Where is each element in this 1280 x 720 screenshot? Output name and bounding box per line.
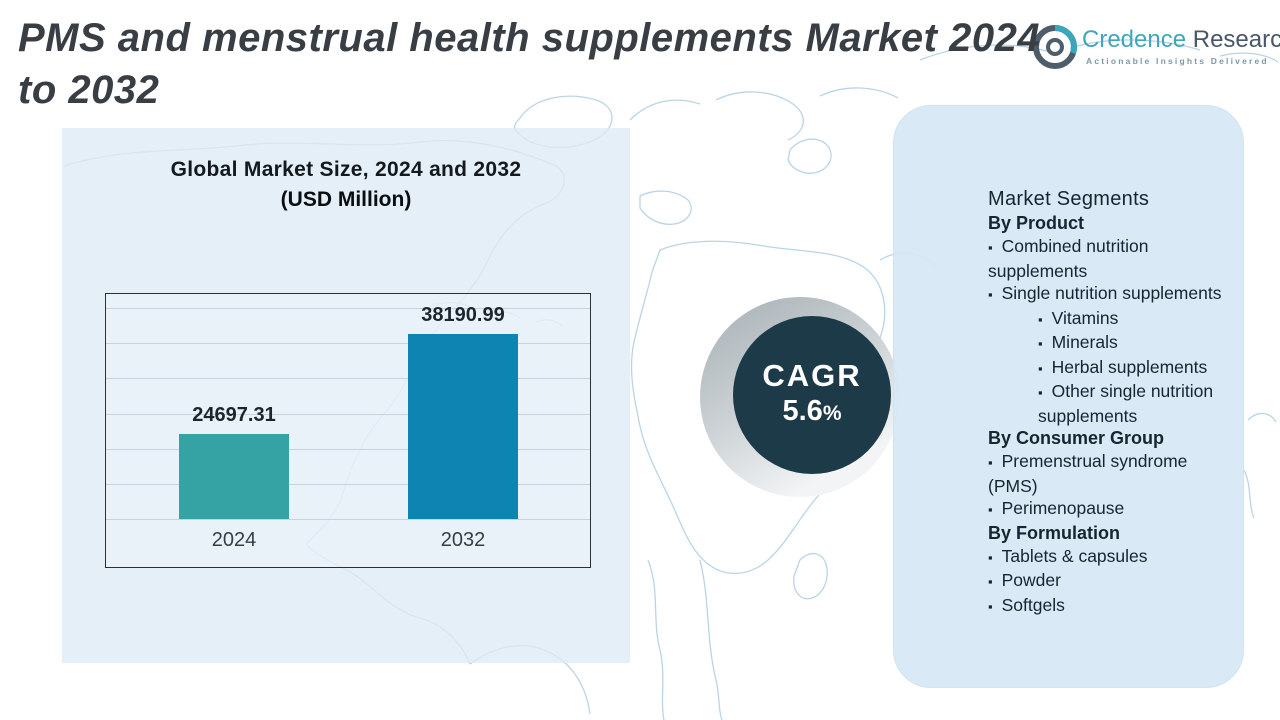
segment-group-title: By Consumer Group — [988, 428, 1165, 448]
market-segments-panel: Market Segments By Product ▪ Combined nutr… — [893, 105, 1244, 688]
logo-brand-first: Credence — [1082, 26, 1187, 53]
bullet-icon: ▪ — [1038, 311, 1043, 327]
logo-tagline: Actionable Insights Delivered — [1086, 56, 1269, 66]
chart-unit-label: (USD Million) — [280, 188, 412, 211]
segment-item: ▪ Perimenopause — [988, 497, 1239, 522]
bar-value-label: 38190.99 — [421, 304, 505, 326]
bullet-icon: ▪ — [988, 502, 993, 517]
bullet-icon: ▪ — [988, 455, 993, 470]
gridline — [106, 519, 590, 520]
gridline — [106, 378, 590, 379]
segment-item: ▪ Premenstrual syndrome (PMS) — [988, 450, 1239, 497]
segment-item-label: Perimenopause — [1001, 498, 1125, 518]
page-title-line2: to 2032 — [18, 68, 160, 112]
x-axis-label: 2024 — [211, 529, 257, 551]
bullet-icon: ▪ — [1038, 385, 1043, 400]
gridline — [106, 343, 590, 344]
chart-title: Global Market Size, 2024 and 2032 — [170, 158, 522, 181]
cagr-percent-sign: % — [822, 401, 842, 425]
logo-wordmark: Credence Research — [1082, 26, 1280, 54]
segment-group-title: By Formulation — [988, 522, 1121, 543]
segment-item-label: Herbal supplements — [1051, 356, 1208, 377]
bullet-icon: ▪ — [988, 240, 993, 255]
bullet-icon: ▪ — [988, 574, 993, 589]
bullet-icon: ▪ — [988, 549, 993, 565]
segment-item: ▪ Softgels — [988, 594, 1239, 619]
gridline — [106, 308, 590, 309]
bar-2024 — [179, 434, 289, 519]
gridline — [106, 414, 590, 415]
segment-item-label: Other single nutrition supplements — [1038, 381, 1214, 426]
market-segments-content: Market Segments By Product ▪ Combined nutr… — [988, 186, 1239, 618]
bullet-icon: ▪ — [988, 287, 993, 302]
segment-item: ▪ Other single nutrition supplements — [988, 380, 1239, 427]
gridline — [106, 484, 590, 485]
segment-item: ▪ Minerals — [988, 331, 1239, 356]
segment-item-label: Minerals — [1051, 332, 1118, 352]
segment-item: ▪ Single nutrition supplements — [988, 282, 1239, 307]
page-title: PMS and menstrual health supplements Mar… — [18, 12, 1118, 116]
segment-item-label: Powder — [1001, 570, 1061, 590]
logo-brand-second: Research — [1192, 26, 1280, 53]
cagr-label: CAGR — [762, 357, 862, 393]
bullet-icon: ▪ — [1038, 336, 1043, 351]
bar-2032 — [408, 334, 518, 519]
segment-item: ▪ Tablets & capsules — [988, 545, 1239, 570]
segment-item: ▪ Vitamins — [988, 307, 1239, 332]
market-size-panel: Global Market Size, 2024 and 2032 (USD M… — [62, 128, 630, 663]
bar-value-label: 24697.31 — [192, 404, 276, 426]
segment-item-label: Premenstrual syndrome (PMS) — [988, 451, 1188, 496]
segments-list: By Product ▪ Combined nutrition supplement… — [988, 212, 1239, 618]
cagr-number: 5.6 — [782, 394, 823, 427]
segment-item: ▪ Powder — [988, 569, 1239, 594]
page-title-line1: PMS and menstrual health supplements Mar… — [18, 16, 1041, 60]
segment-item: ▪ Combined nutrition supplements — [988, 235, 1239, 282]
cagr-value: 5.6% — [782, 393, 841, 432]
segment-item-label: Tablets & capsules — [1001, 545, 1148, 566]
segment-item-label: Vitamins — [1051, 307, 1119, 328]
x-axis-label: 2032 — [440, 529, 486, 551]
segments-heading: Market Segments — [988, 188, 1150, 210]
logo-circle-icon — [1033, 25, 1077, 69]
gridline — [106, 449, 590, 450]
segment-group-title: By Product — [988, 213, 1085, 233]
credence-research-logo: Credence Research Actionable Insights De… — [1030, 20, 1280, 76]
bullet-icon: ▪ — [988, 598, 993, 614]
cagr-badge: CAGR 5.6% — [733, 316, 891, 474]
segment-item: ▪ Herbal supplements — [988, 356, 1239, 381]
bullet-icon: ▪ — [1038, 360, 1043, 376]
segment-item-label: Single nutrition supplements — [1001, 283, 1222, 303]
segment-item-label: Softgels — [1001, 594, 1065, 615]
segment-item-label: Combined nutrition supplements — [988, 236, 1149, 281]
chart-plot: 24697.31 2024 38190.99 2032 — [105, 293, 591, 568]
